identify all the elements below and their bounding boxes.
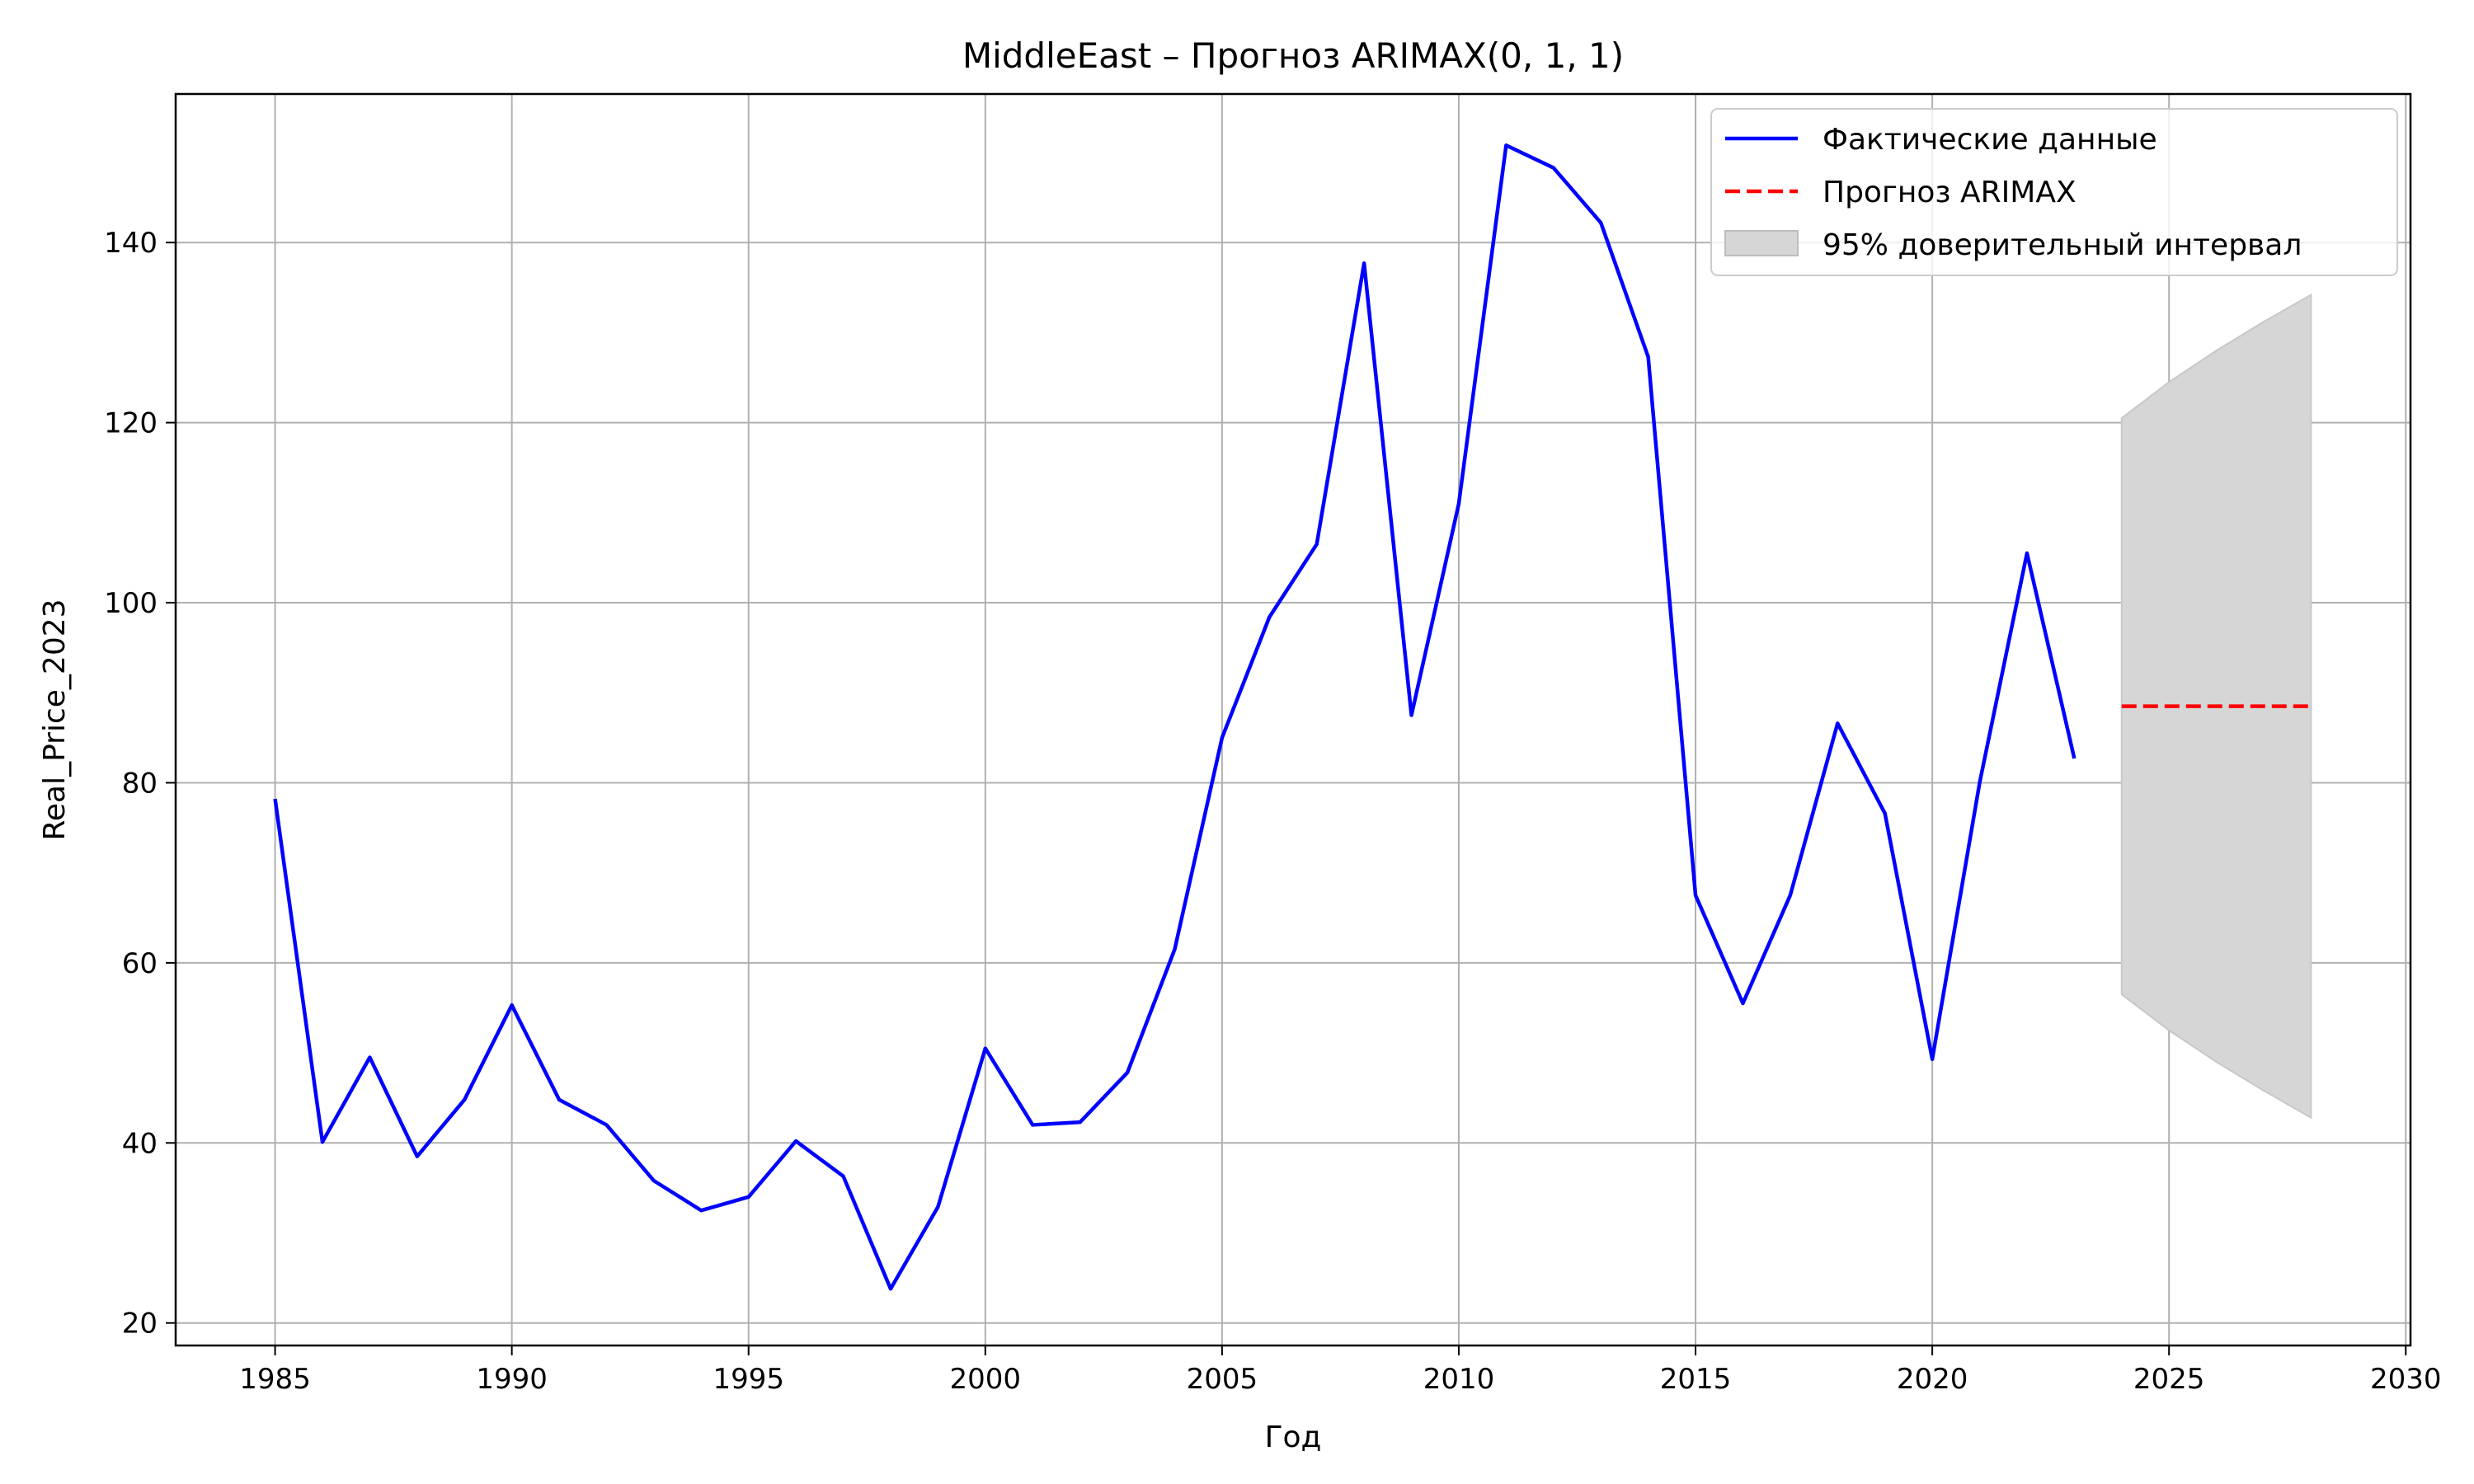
x-tick-label: 2010: [1423, 1363, 1495, 1396]
x-tick-label: 1990: [476, 1363, 548, 1396]
actual-data-line: [273, 143, 2077, 1291]
legend-label-interval: 95% доверительный интервал: [1823, 228, 2302, 262]
y-tick-label: 40: [122, 1127, 158, 1160]
y-tick-label: 20: [122, 1308, 158, 1341]
y-tick-label: 120: [104, 407, 158, 440]
x-tick-label: 1995: [713, 1363, 784, 1396]
x-tick-label: 2005: [1187, 1363, 1258, 1396]
legend-box: [1710, 108, 2398, 276]
plot-area-frame: [174, 92, 2412, 1347]
x-tick-label: 2030: [2370, 1363, 2442, 1396]
x-tick-label: 1985: [239, 1363, 311, 1396]
y-tick-label: 140: [104, 227, 158, 260]
legend-swatch-interval: [1724, 230, 1799, 256]
grid-layer: [176, 94, 2411, 1345]
y-axis-label: Real_Price_2023: [38, 599, 72, 840]
tick-layer: 1985 1990 1995 2000 2005 2010 2015 2020 2025 2030…: [104, 227, 2441, 1396]
y-tick-label: 100: [104, 587, 158, 620]
series-layer: [273, 143, 2312, 1291]
chart-title: MiddleEast – Прогноз ARIMAX(0, 1, 1): [962, 35, 1624, 76]
y-tick-label: 60: [122, 947, 158, 980]
x-tick-label: 2015: [1660, 1363, 1732, 1396]
legend-label-forecast: Прогноз ARIMAX: [1823, 176, 2077, 209]
legend: Фактические данные Прогноз ARIMAX 95% до…: [1710, 108, 2398, 276]
x-axis-label: Год: [1265, 1421, 1322, 1454]
x-tick-label: 2025: [2133, 1363, 2205, 1396]
legend-label-actual: Фактические данные: [1823, 123, 2157, 157]
x-tick-label: 2020: [1897, 1363, 1968, 1396]
x-tick-label: 2000: [950, 1363, 1022, 1396]
y-tick-label: 80: [122, 767, 158, 800]
